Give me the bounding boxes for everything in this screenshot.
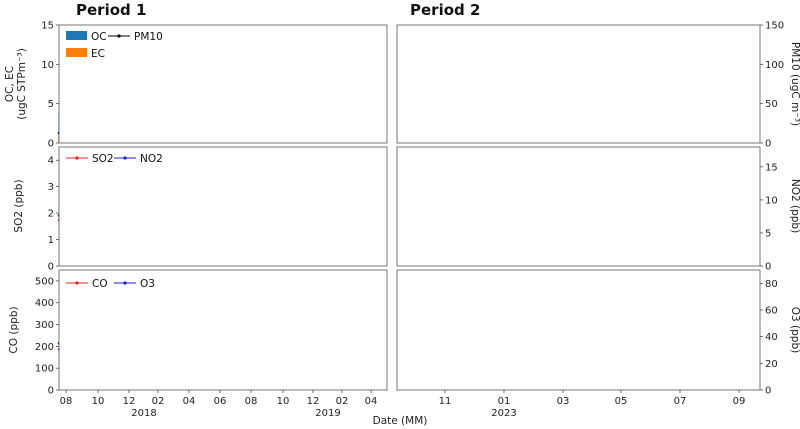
legend-label-so2: SO2 — [92, 153, 114, 165]
x-tick-label: 07 — [674, 396, 687, 407]
y-tick-label: 20 — [765, 359, 778, 370]
x-tick-label: 04 — [183, 396, 196, 407]
y-tick-label: 0 — [765, 262, 771, 273]
x-tick-label: 02 — [336, 396, 349, 407]
x-axis: 08 10 12 02 04 06 08 10 12 02 04 2018 2019 11 01 03 05 07… — [60, 390, 746, 419]
ylabel-so2: SO2 (ppb) — [13, 179, 25, 232]
y-tick-label: 100 — [765, 60, 784, 71]
y-tick-label: 0 — [48, 139, 54, 150]
panel-frame — [396, 269, 761, 391]
x-tick-label: 04 — [365, 396, 378, 407]
x-tick-label: 02 — [152, 396, 165, 407]
ylabel-line: (ugC STPm⁻³) — [16, 48, 28, 120]
x-tick-label: 06 — [214, 396, 227, 407]
legend-row1: OC EC PM10 — [66, 31, 163, 60]
legend-label-ec: EC — [91, 48, 105, 60]
y-tick-label: 200 — [35, 342, 54, 353]
y-tick-label: 0 — [48, 386, 54, 397]
x-tick-label: 12 — [307, 396, 320, 407]
y-tick-label: 15 — [41, 21, 54, 32]
y-tick-label: 300 — [35, 320, 54, 331]
legend-swatch-oc — [66, 31, 87, 40]
y-tick-label: 15 — [765, 162, 778, 173]
y-tick-label: 400 — [35, 298, 54, 309]
period-1-title: Period 1 — [76, 1, 146, 19]
ylabel-line: OC, EC — [4, 66, 16, 102]
legend-marker-co — [75, 281, 79, 285]
panel-frame — [58, 24, 388, 144]
y-tick-label: 10 — [41, 60, 54, 71]
y-tick-label: 60 — [765, 306, 778, 317]
x-axis-label: Date (MM) — [373, 415, 428, 427]
ylabel-pm10: PM10 (ugC m⁻³) — [789, 42, 800, 126]
x-tick-label: 10 — [92, 396, 105, 407]
panel-frame — [58, 269, 388, 391]
panel-frame — [396, 146, 761, 267]
legend-row3: CO O3 — [66, 278, 155, 290]
legend-label-pm10: PM10 — [134, 31, 163, 43]
x-tick-label: 01 — [498, 396, 511, 407]
legend-label-no2: NO2 — [140, 153, 163, 165]
x-year-label: 2018 — [131, 408, 156, 419]
x-year-label: 2023 — [491, 408, 516, 419]
y-tick-label: 0 — [765, 139, 771, 150]
x-year-label: 2019 — [315, 408, 340, 419]
panel-frame — [58, 146, 388, 267]
legend-label-oc: OC — [91, 31, 107, 43]
x-tick-label: 12 — [123, 396, 136, 407]
y-tick-label: 500 — [35, 276, 54, 287]
y-tick-label: 10 — [765, 195, 778, 206]
legend-swatch-ec — [66, 48, 87, 57]
y-tick-label: 0 — [765, 386, 771, 397]
legend-marker-o3 — [123, 281, 127, 285]
ylabel-co: CO (ppb) — [8, 306, 20, 353]
y-tick-label: 0 — [48, 262, 54, 273]
y-tick-label: 4 — [48, 156, 54, 167]
ylabel-o3: O3 (ppb) — [789, 307, 800, 353]
panel-frame — [396, 24, 761, 144]
legend-marker-pm10 — [117, 34, 121, 38]
ylabel-no2: NO2 (ppb) — [789, 179, 800, 233]
x-tick-label: 05 — [615, 396, 628, 407]
y-tick-label: 5 — [765, 228, 771, 239]
x-tick-label: 08 — [60, 396, 73, 407]
period-2-title: Period 2 — [410, 1, 480, 19]
x-tick-label: 11 — [439, 396, 452, 407]
legend-label-co: CO — [92, 278, 108, 290]
ylabel-oc-ec: OC, EC(ugC STPm⁻³) — [4, 48, 28, 120]
y-tick-label: 100 — [35, 364, 54, 375]
x-tick-label: 09 — [733, 396, 746, 407]
legend-marker-no2 — [123, 156, 127, 160]
y-tick-label: 2 — [48, 209, 54, 220]
legend-label-o3: O3 — [140, 278, 155, 290]
y-tick-label: 5 — [48, 99, 54, 110]
y-tick-label: 40 — [765, 332, 778, 343]
legend-row2: SO2 NO2 — [66, 153, 163, 165]
y-tick-label: 150 — [765, 21, 784, 32]
y-tick-label: 80 — [765, 279, 778, 290]
y-tick-label: 3 — [48, 182, 54, 193]
legend-marker-so2 — [75, 156, 79, 160]
x-tick-label: 10 — [277, 396, 290, 407]
y-tick-label: 1 — [48, 235, 54, 246]
x-tick-label: 08 — [245, 396, 258, 407]
x-tick-label: 03 — [557, 396, 570, 407]
y-tick-label: 50 — [765, 99, 778, 110]
